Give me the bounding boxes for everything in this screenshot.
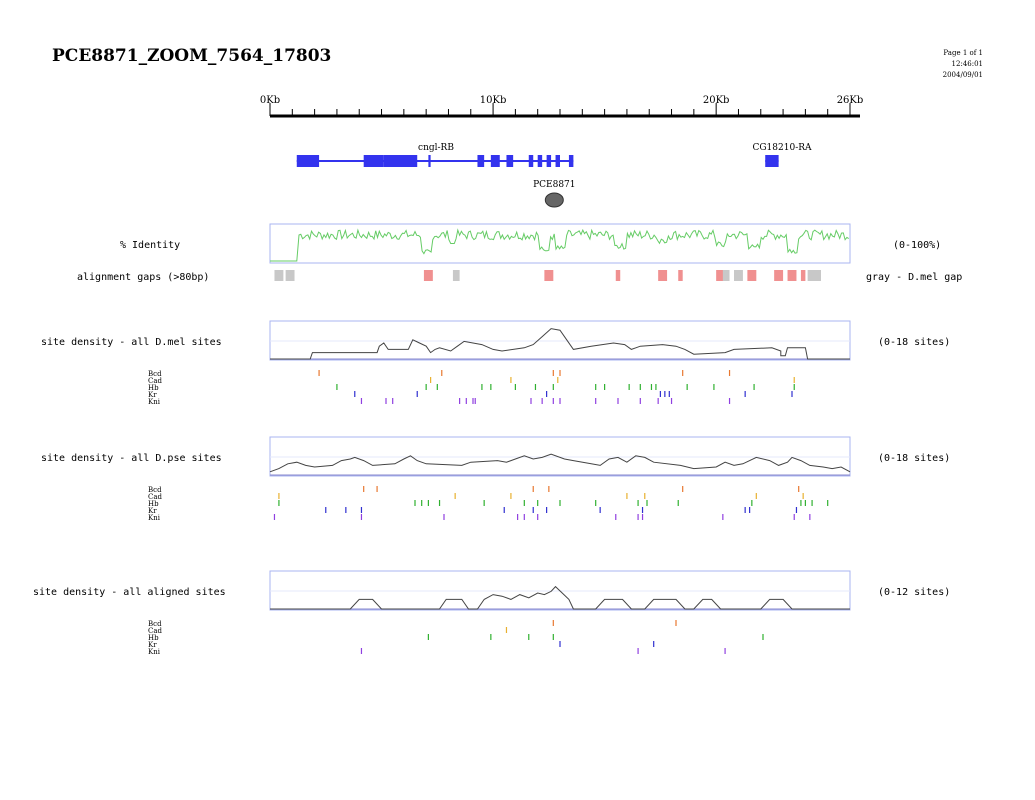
- gene-exon: [296, 155, 320, 167]
- density-range: (0-18 sites): [878, 453, 950, 464]
- gene-exon: [477, 155, 485, 167]
- ruler-label: 10Kb: [480, 95, 507, 106]
- gene-exon: [546, 155, 552, 167]
- gaps-legend: gray - D.mel gap: [866, 272, 962, 283]
- factor-label: Cad: [148, 627, 163, 635]
- gene-name: cngl-RB: [418, 143, 454, 153]
- page-number: Page 1 of 1: [943, 49, 983, 57]
- gap-red: [747, 270, 757, 281]
- ruler-label: 20Kb: [703, 95, 730, 106]
- gene-exon: [383, 155, 418, 167]
- factor-label: Kr: [148, 641, 157, 649]
- factor-label: Bcd: [148, 486, 162, 494]
- gene-exon: [506, 155, 514, 167]
- factor-label: Kr: [148, 507, 157, 515]
- factor-label: Hb: [148, 634, 159, 642]
- gap-red: [615, 270, 621, 281]
- gene-exon: [428, 155, 431, 167]
- gap-gray: [720, 270, 730, 281]
- gene-exon: [555, 155, 560, 167]
- factor-label: Kr: [148, 391, 157, 399]
- density-range: (0-12 sites): [878, 587, 950, 598]
- density-line: [270, 328, 850, 360]
- page-title: PCE8871_ZOOM_7564_17803: [52, 46, 332, 66]
- gap-gray: [807, 270, 821, 281]
- factor-label: Cad: [148, 493, 163, 501]
- identity-range: (0-100%): [893, 240, 941, 251]
- density-line: [270, 585, 850, 610]
- page-time: 12:46:01: [951, 60, 983, 68]
- gaps-label: alignment gaps (>80bp): [77, 272, 209, 283]
- element-name: PCE8871: [533, 180, 575, 190]
- factor-label: Bcd: [148, 370, 162, 378]
- gap-gray: [734, 270, 743, 281]
- page-info: Page 1 of 1 12:46:01 2004/09/01: [943, 48, 983, 81]
- density-line: [269, 453, 851, 473]
- gene-exon: [568, 155, 574, 167]
- gap-red: [423, 270, 433, 281]
- density-label: site density - all D.mel sites: [41, 337, 222, 348]
- identity-line: [270, 228, 849, 262]
- density-label: site density - all D.pse sites: [41, 453, 222, 464]
- gap-gray: [452, 270, 460, 281]
- gap-red: [716, 270, 723, 281]
- gene-exon: [490, 155, 500, 167]
- factor-label: Kni: [148, 648, 161, 656]
- gene-exon: [528, 155, 534, 167]
- density-label: site density - all aligned sites: [33, 587, 226, 598]
- factor-label: Hb: [148, 500, 159, 508]
- gene-exon: [363, 155, 384, 167]
- factor-label: Hb: [148, 384, 159, 392]
- gap-gray: [285, 270, 295, 281]
- gap-red: [774, 270, 784, 281]
- ruler-label: 26Kb: [837, 95, 864, 106]
- identity-label: % Identity: [120, 240, 180, 251]
- density-range: (0-18 sites): [878, 337, 950, 348]
- factor-label: Bcd: [148, 620, 162, 628]
- gap-red: [544, 270, 554, 281]
- gene-exon: [765, 155, 779, 167]
- gap-red: [800, 270, 806, 281]
- gap-red: [658, 270, 668, 281]
- gene-exon: [537, 155, 543, 167]
- factor-label: Kni: [148, 398, 161, 406]
- gap-gray: [274, 270, 284, 281]
- identity-frame: [269, 223, 851, 264]
- gene-name: CG18210-RA: [752, 143, 812, 153]
- element-marker: [544, 192, 564, 208]
- ruler-label: 0Kb: [260, 95, 280, 106]
- factor-label: Kni: [148, 514, 161, 522]
- page-date: 2004/09/01: [942, 71, 983, 79]
- factor-label: Cad: [148, 377, 163, 385]
- gap-red: [787, 270, 797, 281]
- gap-red: [678, 270, 683, 281]
